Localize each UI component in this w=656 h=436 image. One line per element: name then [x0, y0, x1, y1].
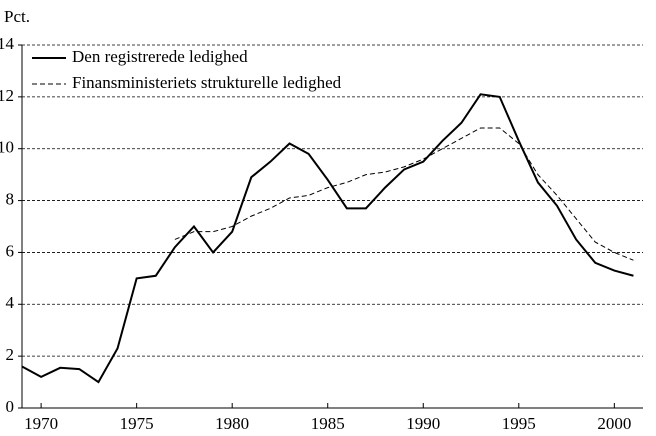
- x-tick-label: 2000: [597, 414, 631, 433]
- x-tick-label: 1995: [502, 414, 536, 433]
- legend-label: Den registrerede ledighed: [72, 47, 248, 66]
- series-line: [21, 93, 634, 384]
- x-tick-label: 1985: [311, 414, 345, 433]
- x-tick-label: 1975: [120, 414, 154, 433]
- x-tick-label: 1970: [24, 414, 58, 433]
- y-tick-label: 14: [0, 34, 15, 53]
- y-tick-label: 6: [6, 241, 15, 260]
- y-tick-label: 8: [6, 189, 15, 208]
- y-unit-label: Pct.: [4, 7, 30, 26]
- y-tick-label: 0: [6, 397, 15, 416]
- y-tick-label: 4: [6, 293, 15, 312]
- series-line: [174, 127, 634, 261]
- y-tick-label: 2: [6, 345, 15, 364]
- x-tick-label: 1990: [406, 414, 440, 433]
- y-tick-label: 10: [0, 138, 14, 157]
- y-tick-label: 12: [0, 86, 14, 105]
- legend-label: Finansministeriets strukturelle ledighed: [72, 73, 342, 92]
- x-tick-label: 1980: [215, 414, 249, 433]
